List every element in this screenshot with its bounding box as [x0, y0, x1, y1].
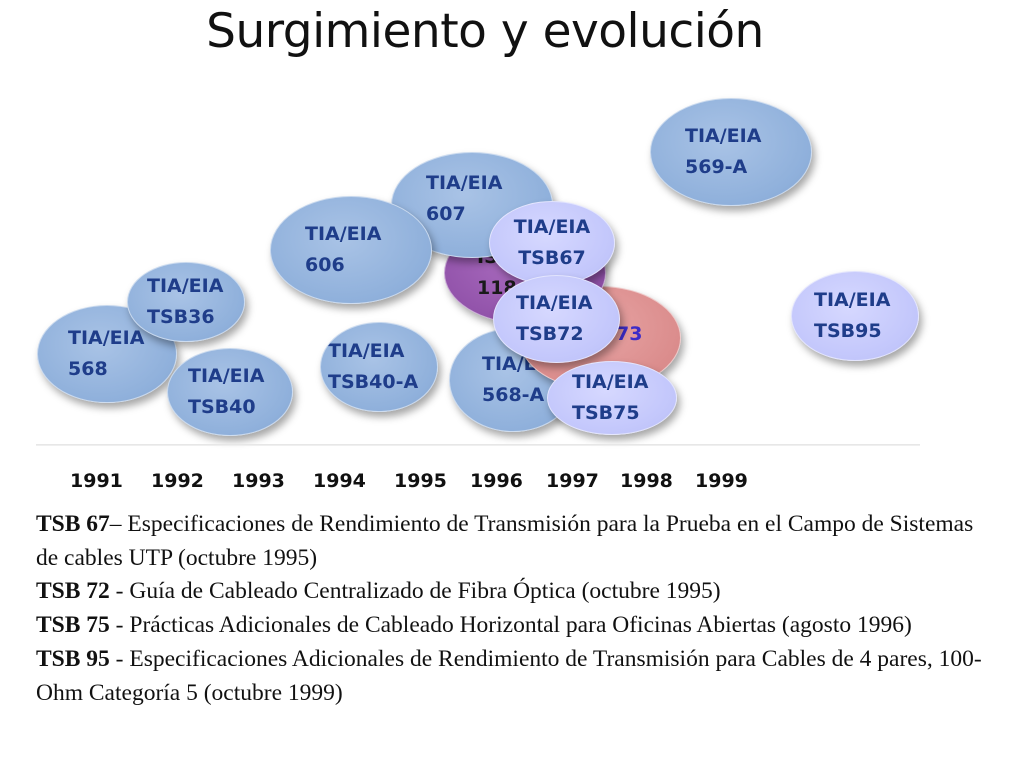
bubble-tia-eia-tsb36: TIA/EIA TSB36: [127, 262, 245, 342]
bubble-label-line2: 569-A: [685, 156, 748, 178]
year-label: 1993: [232, 470, 285, 492]
bubble-tia-eia-tsb67: TIA/EIA TSB67: [489, 201, 615, 285]
note-code: TSB 75: [36, 612, 110, 639]
bubble-label-line2: TSB75: [572, 402, 640, 424]
bubble-label-line2: TSB95: [814, 320, 882, 342]
note-text: – Especificaciones de Rendimiento de Tra…: [36, 511, 974, 571]
bubble-label-line2: TSB36: [147, 306, 215, 328]
bubble-label-line2: TSB40-A: [328, 371, 419, 393]
bubble-label-line1: TIA/EIA: [188, 365, 265, 387]
bubble-label-line2: 607: [426, 203, 466, 225]
bubble-label-line2: 73: [616, 322, 643, 345]
bubble-tia-eia-569a: TIA/EIA 569-A: [650, 98, 812, 206]
description-notes: TSB 67– Especificaciones de Rendimiento …: [36, 508, 996, 710]
bubble-tia-eia-tsb72: TIA/EIA TSB72: [493, 275, 620, 363]
note-tsb75: TSB 75 - Prácticas Adicionales de Cablea…: [36, 609, 996, 643]
year-label: 1998: [620, 470, 673, 492]
year-label: 1995: [394, 470, 447, 492]
bubble-tia-eia-tsb95: TIA/EIA TSB95: [791, 271, 919, 361]
note-tsb67: TSB 67– Especificaciones de Rendimiento …: [36, 508, 996, 575]
bubble-label-line1: TIA/EIA: [68, 327, 145, 349]
note-code: TSB 95: [36, 645, 110, 672]
bubble-label-line1: TIA/EIA: [685, 125, 762, 147]
bubble-label-line1: TIA/EIA: [516, 292, 593, 314]
note-tsb72: TSB 72 - Guía de Cableado Centralizado d…: [36, 575, 996, 609]
bubble-tia-eia-tsb40: TIA/EIA TSB40: [167, 348, 293, 436]
bubble-label-line1: TIA/EIA: [572, 371, 649, 393]
bubble-label-line1: TIA/EIA: [814, 289, 891, 311]
bubble-label-line2: 606: [305, 254, 345, 276]
bubble-label-line2: TSB72: [516, 323, 584, 345]
note-code: TSB 72: [36, 578, 110, 605]
timeline-axis: [36, 444, 920, 446]
bubble-tia-eia-606: TIA/EIA 606: [270, 196, 432, 304]
note-text: - Especificaciones Adicionales de Rendim…: [36, 645, 982, 706]
year-label: 1992: [151, 470, 204, 492]
bubble-label-line1: TIA/EIA: [305, 223, 382, 245]
year-label: 1997: [546, 470, 599, 492]
bubble-label-line2: TSB67: [518, 247, 586, 269]
bubble-tia-eia-tsb40a: TIA/EIA TSB40-A: [320, 322, 438, 412]
bubble-label-line2: 568-A: [482, 384, 545, 406]
bubble-label-line1: TIA/EIA: [328, 340, 405, 362]
page-title: Surgimiento y evolución: [206, 4, 764, 59]
bubble-label-line1: TIA/EIA: [147, 275, 224, 297]
bubble-tia-eia-tsb75: TIA/EIA TSB75: [547, 361, 677, 435]
note-tsb95: TSB 95 - Especificaciones Adicionales de…: [36, 643, 996, 710]
year-label: 1994: [313, 470, 366, 492]
year-label: 1991: [70, 470, 123, 492]
bubble-label-line1: TIA/EIA: [513, 216, 591, 238]
note-code: TSB 67: [36, 511, 110, 537]
year-label: 1996: [470, 470, 523, 492]
note-text: - Prácticas Adicionales de Cableado Hori…: [109, 612, 912, 639]
note-text: - Guía de Cableado Centralizado de Fibra…: [109, 578, 721, 605]
bubble-label-line1: TIA/EIA: [426, 172, 503, 194]
bubble-label-line2: TSB40: [188, 396, 256, 418]
year-label: 1999: [695, 470, 748, 492]
bubble-label-line2: 568: [68, 358, 108, 380]
